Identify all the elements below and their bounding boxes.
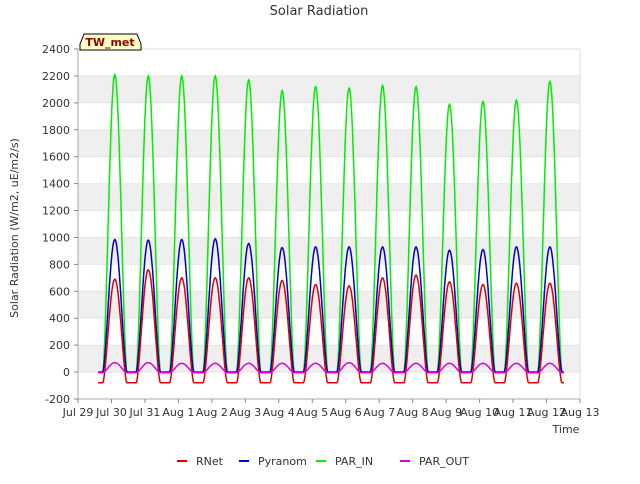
y-tick-label: 0 (63, 366, 70, 379)
x-tick-labels: Jul 29 Jul 30 Jul 31 Aug 1 Aug 2 Aug 3 Aug 4 Au… (62, 399, 600, 419)
x-tick-label: Jul 31 (129, 406, 161, 419)
annotation-text: TW_met (85, 36, 134, 49)
x-tick-label: Aug 8 (397, 406, 429, 419)
plot-area (78, 49, 580, 399)
annotation-box: TW_met (79, 33, 142, 51)
series-rnet (98, 268, 564, 384)
x-tick-label: Aug 11 (494, 406, 533, 419)
y-tick-labels: -200 0 200 400 600 800 1000 1200 1400 1600 1800 200… (42, 43, 78, 406)
y-tick-label: 2400 (42, 43, 70, 56)
x-tick-label: Aug 4 (263, 406, 295, 419)
chart-title: Solar Radiation (270, 4, 369, 19)
x-tick-label: Aug 6 (330, 406, 362, 419)
x-tick-label: Aug 7 (363, 406, 395, 419)
plot-background (78, 49, 580, 399)
x-tick-label: Aug 10 (460, 406, 499, 419)
legend: RNet Pyranom PAR_IN PAR_OUT (177, 455, 469, 468)
x-axis-label: Time (552, 423, 580, 436)
series-par-out (98, 361, 564, 374)
y-axis-label: Solar Radiation (W/m2, uE/m2/s) (8, 138, 21, 318)
grid-band (78, 129, 580, 157)
y-tick-label: 1200 (42, 205, 70, 218)
series-layer (98, 72, 564, 384)
y-tick-label: 400 (49, 312, 70, 325)
legend-label: PAR_IN (335, 455, 373, 468)
y-tick-label: -200 (45, 393, 70, 406)
x-tick-label: Aug 1 (162, 406, 194, 419)
x-tick-label: Aug 13 (561, 406, 600, 419)
y-tick-label: 800 (49, 258, 70, 271)
axes (77, 48, 581, 400)
grid-band (78, 291, 580, 319)
legend-label: Pyranom (258, 455, 307, 468)
grid-band (78, 183, 580, 211)
grid-bands (78, 75, 580, 400)
x-tick-label: Aug 12 (527, 406, 566, 419)
x-tick-label: Jul 29 (62, 406, 94, 419)
x-tick-label: Jul 30 (95, 406, 127, 419)
x-tick-label: Aug 3 (229, 406, 261, 419)
y-tick-label: 2000 (42, 97, 70, 110)
y-tick-label: 200 (49, 339, 70, 352)
grid-band (78, 345, 580, 373)
annotation-box-shape (79, 33, 142, 51)
legend-label: PAR_OUT (419, 455, 469, 468)
legend-label: RNet (196, 455, 224, 468)
y-tick-label: 1600 (42, 151, 70, 164)
y-tick-label: 2200 (42, 70, 70, 83)
y-tick-label: 600 (49, 285, 70, 298)
x-tick-label: Aug 5 (296, 406, 328, 419)
grid-band (78, 75, 580, 103)
x-tick-label: Aug 2 (196, 406, 228, 419)
y-tick-label: 1000 (42, 231, 70, 244)
y-tick-label: 1400 (42, 178, 70, 191)
x-tick-label: Aug 9 (430, 406, 462, 419)
y-tick-label: 1800 (42, 124, 70, 137)
grid-band (78, 237, 580, 265)
